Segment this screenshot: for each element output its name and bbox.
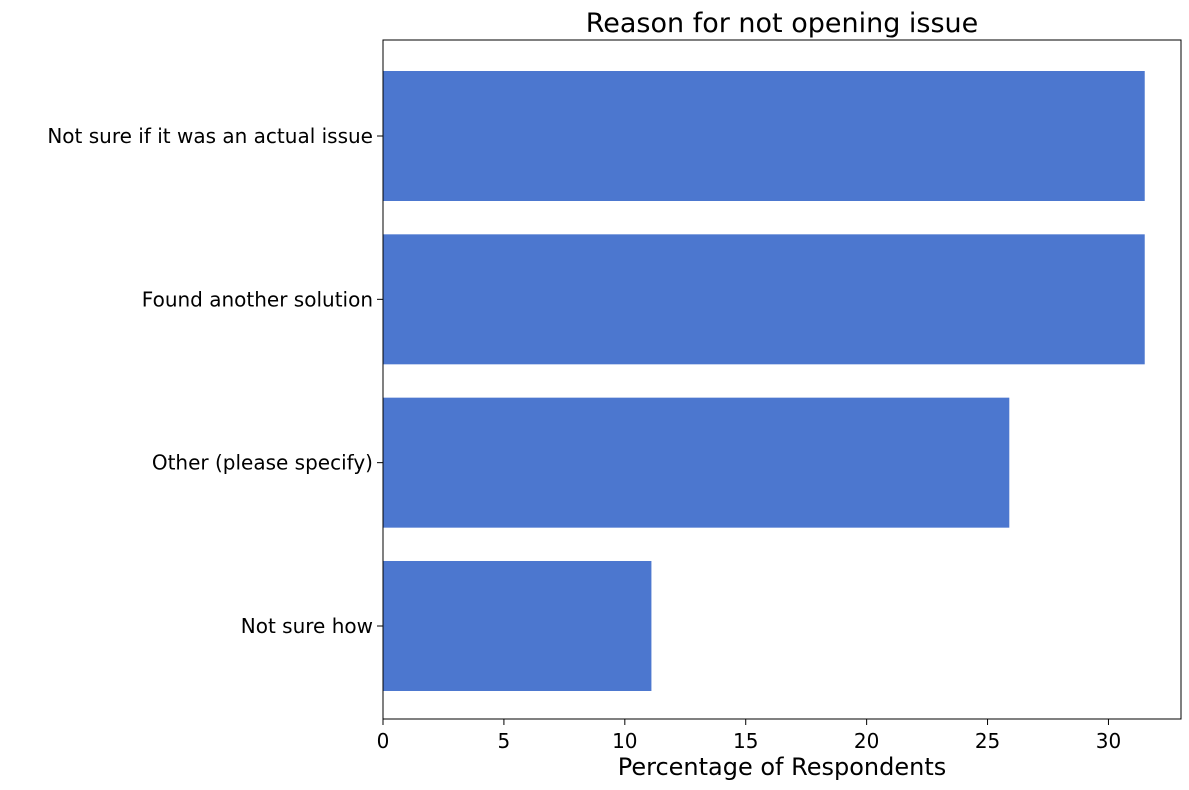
x-tick-label: 30 [1096, 729, 1121, 753]
y-tick-label: Not sure how [241, 614, 373, 638]
x-axis: 0 5 10 15 20 25 30 [377, 719, 1121, 753]
y-axis: Not sure if it was an actual issue Found … [47, 124, 383, 638]
x-tick-label: 25 [975, 729, 1000, 753]
x-tick-label: 20 [854, 729, 879, 753]
x-tick-label: 5 [498, 729, 511, 753]
y-tick-label: Not sure if it was an actual issue [47, 124, 373, 148]
x-tick-label: 0 [377, 729, 390, 753]
y-tick-label: Found another solution [142, 287, 373, 311]
plot-area-frame [382, 39, 1182, 720]
bar [383, 71, 1145, 201]
bars-layer [383, 71, 1145, 691]
chart-title: Reason for not opening issue [586, 8, 979, 39]
x-tick-label: 15 [733, 729, 758, 753]
x-axis-label: Percentage of Respondents [618, 753, 947, 781]
y-tick-label: Other (please specify) [152, 451, 373, 475]
bar [383, 560, 652, 691]
bar [383, 397, 1010, 528]
bar [383, 234, 1145, 365]
x-tick-label: 10 [612, 729, 637, 753]
